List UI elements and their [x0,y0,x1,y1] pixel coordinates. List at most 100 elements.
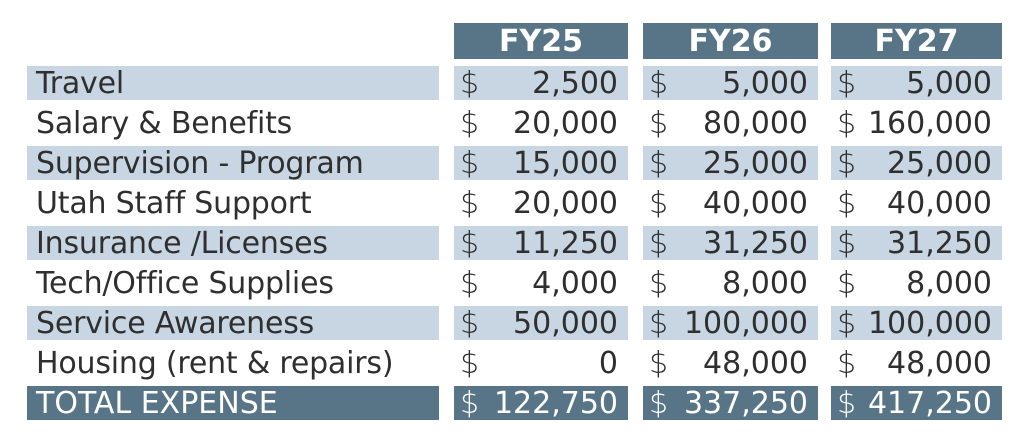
amount: 50,000 [513,306,618,341]
total-cell: $122,750 [454,386,628,421]
total-label: TOTAL EXPENSE [27,386,439,421]
currency-symbol: $ [460,106,480,141]
amount: 25,000 [703,146,808,181]
table-row: Tech/Office Supplies $4,000 $8,000 $8,00… [27,265,1002,305]
amount: 48,000 [703,346,808,381]
row-label: Supervision - Program [27,146,439,181]
value-cell: $25,000 [831,146,1002,181]
currency-symbol: $ [460,66,480,101]
value-cell: $20,000 [454,106,628,141]
value-cell: $48,000 [643,346,818,381]
total-amount: 417,250 [867,386,992,421]
total-row: TOTAL EXPENSE $122,750 $337,250 $417,250 [27,385,1002,425]
amount: 31,250 [703,226,808,261]
amount: 11,250 [513,226,618,261]
currency-symbol: $ [460,146,480,181]
row-label: Salary & Benefits [36,106,293,141]
currency-symbol: $ [649,386,669,421]
amount: 40,000 [887,186,992,221]
value-cell: $8,000 [831,266,1002,301]
currency-symbol: $ [460,306,480,341]
amount: 160,000 [867,106,992,141]
row-label: Travel [27,66,439,101]
currency-symbol: $ [460,266,480,301]
currency-symbol: $ [649,106,669,141]
currency-symbol: $ [837,306,857,341]
currency-symbol: $ [649,346,669,381]
currency-symbol: $ [649,226,669,261]
currency-symbol: $ [649,66,669,101]
currency-symbol: $ [837,146,857,181]
column-header-fy25: FY25 [454,23,628,59]
value-cell: $40,000 [831,186,1002,221]
value-cell: $0 [454,346,628,381]
amount: 31,250 [887,226,992,261]
currency-symbol: $ [649,146,669,181]
currency-symbol: $ [837,226,857,261]
amount: 15,000 [513,146,618,181]
value-cell: $31,250 [831,226,1002,261]
value-cell: $50,000 [454,306,628,341]
row-label: Service Awareness [27,306,439,341]
value-cell: $100,000 [643,306,818,341]
value-cell: $31,250 [643,226,818,261]
currency-symbol: $ [460,226,480,261]
amount: 40,000 [703,186,808,221]
amount: 8,000 [906,266,992,301]
total-cell: $417,250 [831,386,1002,421]
value-cell: $20,000 [454,186,628,221]
currency-symbol: $ [837,346,857,381]
currency-symbol: $ [837,266,857,301]
value-cell: $48,000 [831,346,1002,381]
currency-symbol: $ [649,306,669,341]
value-cell: $160,000 [831,106,1002,141]
amount: 8,000 [722,266,808,301]
row-label: Tech/Office Supplies [36,266,334,301]
value-cell: $40,000 [643,186,818,221]
amount: 2,500 [532,66,618,101]
row-label: Insurance /Licenses [27,226,439,261]
table-row: Supervision - Program $15,000 $25,000 $2… [27,145,1002,185]
amount: 20,000 [513,186,618,221]
currency-symbol: $ [837,106,857,141]
value-cell: $80,000 [643,106,818,141]
column-header-fy27: FY27 [831,23,1002,59]
value-cell: $5,000 [831,66,1002,101]
amount: 20,000 [513,106,618,141]
table-row: Housing (rent & repairs) $0 $48,000 $48,… [27,345,1002,385]
currency-symbol: $ [837,186,857,221]
total-amount: 122,750 [493,386,618,421]
total-cell: $337,250 [643,386,818,421]
currency-symbol: $ [460,386,480,421]
amount: 80,000 [703,106,808,141]
value-cell: $25,000 [643,146,818,181]
expense-table: FY25 FY26 FY27 Travel $2,500 $5,000 $5,0… [27,23,1002,425]
currency-symbol: $ [460,186,480,221]
row-label: Housing (rent & repairs) [36,346,394,381]
currency-symbol: $ [837,66,857,101]
amount: 100,000 [683,306,808,341]
currency-symbol: $ [649,186,669,221]
currency-symbol: $ [460,346,480,381]
currency-symbol: $ [649,266,669,301]
amount: 0 [598,346,618,381]
total-amount: 337,250 [683,386,808,421]
table-row: Insurance /Licenses $11,250 $31,250 $31,… [27,225,1002,265]
table-row: Service Awareness $50,000 $100,000 $100,… [27,305,1002,345]
value-cell: $5,000 [643,66,818,101]
amount: 100,000 [867,306,992,341]
table-row: Travel $2,500 $5,000 $5,000 [27,65,1002,105]
table-row: Salary & Benefits $20,000 $80,000 $160,0… [27,105,1002,145]
amount: 5,000 [722,66,808,101]
value-cell: $8,000 [643,266,818,301]
value-cell: $4,000 [454,266,628,301]
row-label: Utah Staff Support [36,186,312,221]
header-row: FY25 FY26 FY27 [27,23,1002,59]
amount: 4,000 [532,266,618,301]
value-cell: $100,000 [831,306,1002,341]
value-cell: $11,250 [454,226,628,261]
amount: 5,000 [906,66,992,101]
amount: 48,000 [887,346,992,381]
amount: 25,000 [887,146,992,181]
table-row: Utah Staff Support $20,000 $40,000 $40,0… [27,185,1002,225]
